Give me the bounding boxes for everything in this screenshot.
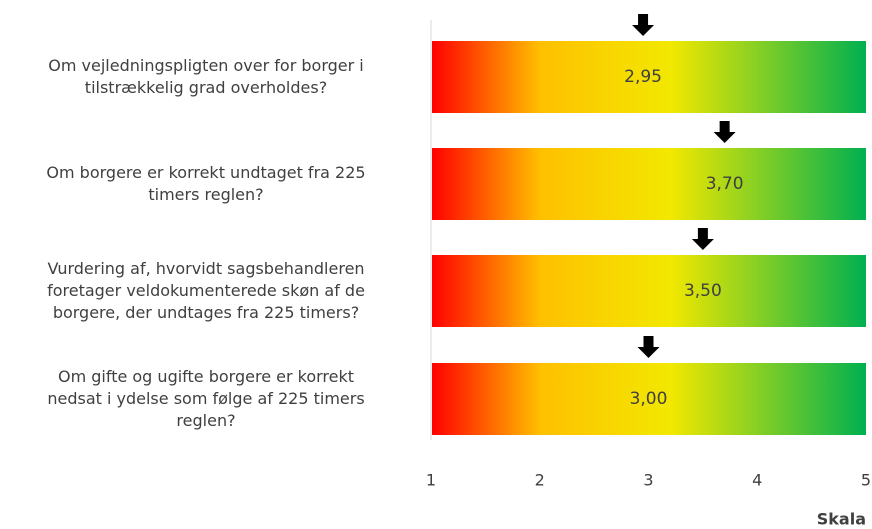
arrow-marker	[632, 14, 655, 36]
arrow-marker	[691, 228, 714, 250]
value-label: 3,00	[630, 389, 668, 409]
scale-bar	[432, 41, 866, 113]
category-label: Om vejledningspligten over for borger i …	[48, 56, 364, 97]
x-tick-label: 3	[643, 471, 653, 490]
arrow-marker	[713, 121, 736, 143]
arrow-marker	[637, 336, 660, 358]
scale-bar	[432, 148, 866, 220]
category-label: Om borgere er korrekt undtaget fra 225 t…	[46, 163, 366, 204]
x-tick-label: 4	[752, 471, 762, 490]
category-label: Om gifte og ugifte borgere er korrekt ne…	[47, 367, 365, 430]
x-tick-label: 1	[426, 471, 436, 490]
x-axis-label: Skala	[817, 510, 866, 529]
value-label: 3,50	[684, 281, 722, 301]
category-label: Vurdering af, hvorvidt sagsbehandleren f…	[47, 259, 365, 322]
x-tick-label: 2	[535, 471, 545, 490]
value-label: 3,70	[706, 174, 744, 194]
scale-bar	[432, 363, 866, 435]
x-tick-label: 5	[861, 471, 871, 490]
scale-bar	[432, 255, 866, 327]
value-label: 2,95	[624, 67, 662, 87]
